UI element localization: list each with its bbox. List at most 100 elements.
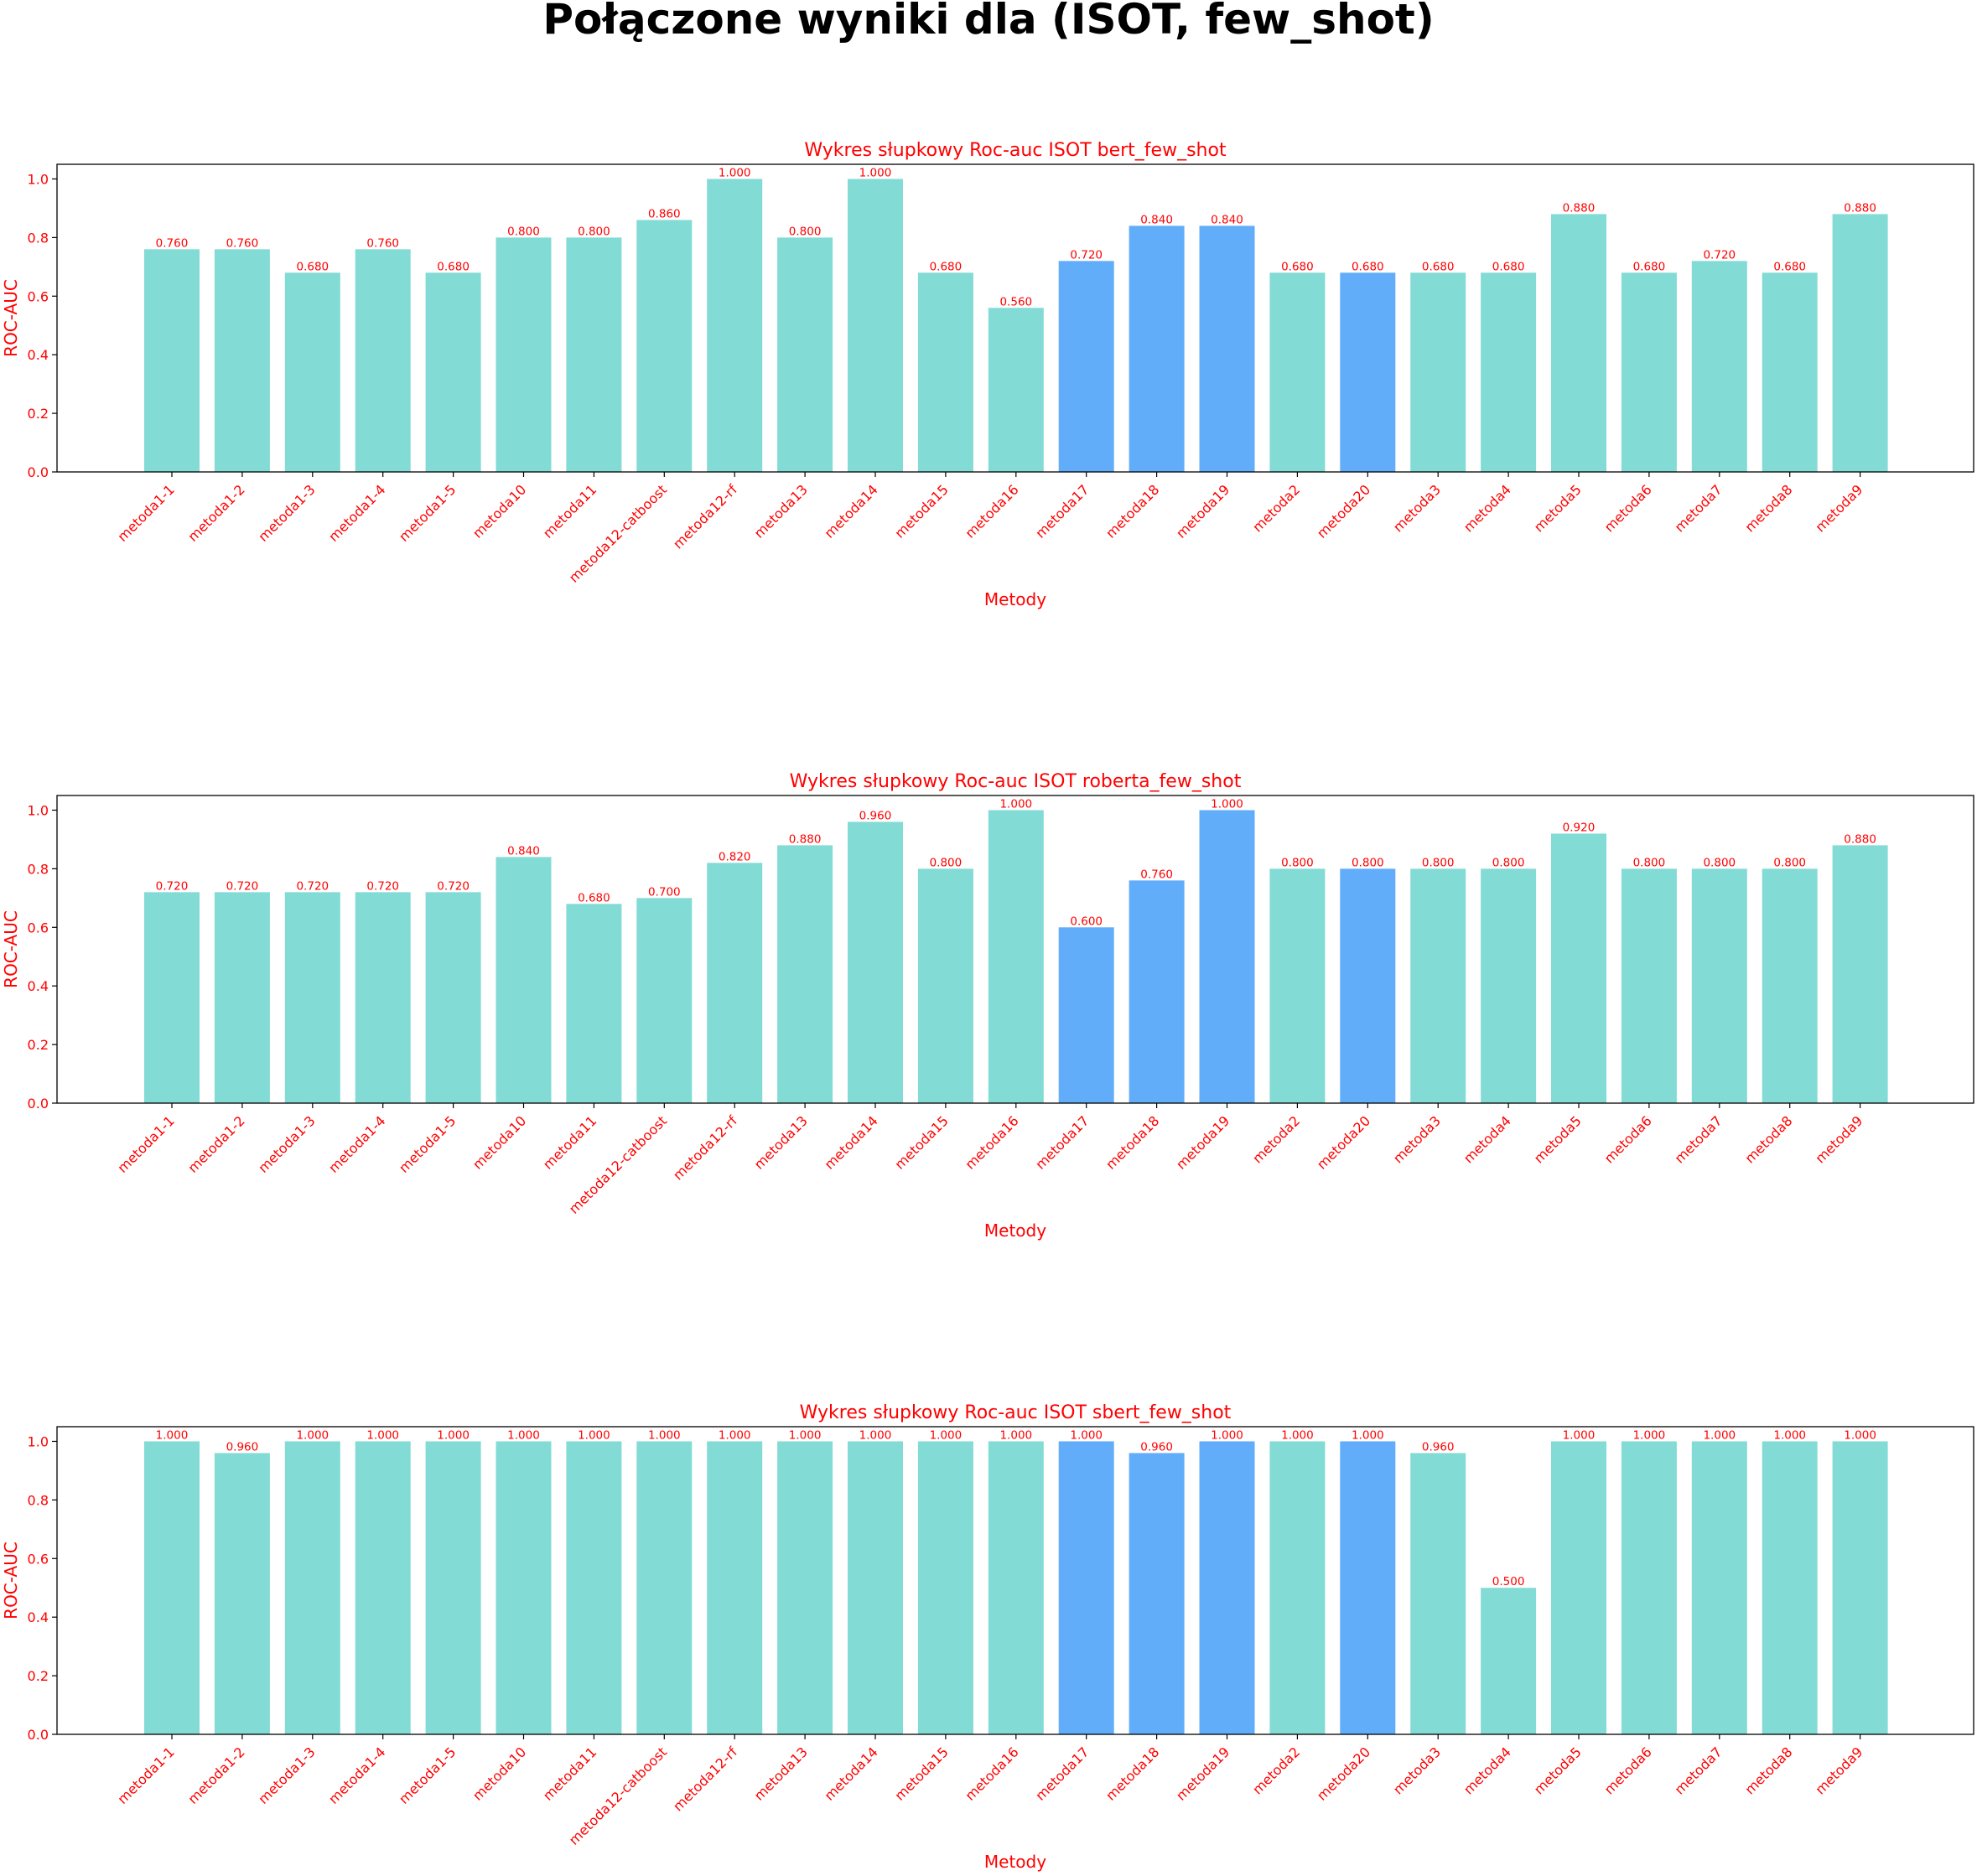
- value-label: 0.680: [578, 891, 610, 904]
- chart-title: Wykres słupkowy Roc-auc ISOT sbert_few_s…: [800, 1402, 1232, 1423]
- y-axis-label: ROC-AUC: [1, 279, 21, 357]
- x-tick-label: metoda17: [1032, 1112, 1092, 1172]
- bar-metoda1-5: [425, 1441, 481, 1734]
- value-label: 0.800: [930, 856, 963, 869]
- value-label: 0.720: [1070, 248, 1103, 262]
- value-label: 0.800: [1773, 856, 1806, 869]
- x-tick-label: metoda3: [1390, 1744, 1444, 1797]
- value-label: 0.840: [507, 844, 540, 858]
- value-label: 0.920: [1563, 821, 1596, 834]
- bar-metoda16: [988, 1441, 1044, 1734]
- value-label: 1.000: [296, 1428, 329, 1442]
- x-tick-label: metoda19: [1173, 481, 1232, 541]
- value-label: 0.720: [156, 879, 189, 893]
- x-tick-label: metoda1-4: [325, 1112, 388, 1175]
- value-label: 0.680: [1352, 260, 1384, 273]
- x-tick-label: metoda1-2: [184, 1112, 247, 1175]
- x-tick-label: metoda6: [1601, 1744, 1655, 1797]
- value-label: 0.720: [437, 879, 470, 893]
- bar-metoda8: [1762, 272, 1818, 472]
- value-label: 0.760: [1140, 868, 1173, 881]
- x-tick-label: metoda19: [1173, 1744, 1232, 1803]
- bar-chart-3: Wykres słupkowy Roc-auc ISOT sbert_few_s…: [1, 1402, 1974, 1872]
- bar-metoda13: [777, 845, 833, 1103]
- x-tick-label: metoda10: [470, 1112, 529, 1172]
- bar-metoda12-rf: [707, 1441, 763, 1734]
- y-axis-label: ROC-AUC: [1, 1542, 21, 1619]
- x-tick-label: metoda14: [822, 1112, 881, 1172]
- y-tick-label: 0.2: [28, 1668, 49, 1684]
- y-tick-label: 0.0: [28, 1727, 49, 1743]
- value-label: 1.000: [366, 1428, 399, 1442]
- x-tick-label: metoda1-5: [396, 481, 459, 544]
- x-tick-label: metoda5: [1531, 1112, 1585, 1166]
- y-tick-label: 0.4: [28, 1609, 49, 1625]
- bar-metoda5: [1551, 833, 1606, 1103]
- bar-chart-1: Wykres słupkowy Roc-auc ISOT bert_few_sh…: [1, 140, 1974, 609]
- bar-metoda20: [1340, 868, 1396, 1103]
- y-tick-label: 0.8: [28, 861, 49, 877]
- bar-metoda2: [1269, 1441, 1326, 1734]
- value-label: 0.760: [366, 236, 399, 250]
- value-label: 0.680: [437, 260, 470, 273]
- x-tick-label: metoda14: [822, 481, 881, 541]
- x-tick-label: metoda1-4: [325, 481, 388, 544]
- value-label: 1.000: [789, 1428, 822, 1442]
- x-tick-label: metoda18: [1103, 481, 1162, 541]
- bar-metoda18: [1129, 1453, 1185, 1734]
- bar-metoda1-1: [144, 1441, 200, 1734]
- y-tick-label: 0.6: [28, 288, 49, 304]
- value-label: 1.000: [1211, 797, 1243, 811]
- value-label: 0.880: [1844, 832, 1876, 846]
- bar-metoda1-5: [425, 892, 481, 1103]
- bar-metoda11: [566, 904, 622, 1103]
- value-label: 1.000: [1844, 1428, 1876, 1442]
- x-tick-label: metoda1-3: [255, 1112, 318, 1175]
- value-label: 0.960: [1140, 1440, 1173, 1454]
- x-tick-label: metoda18: [1103, 1112, 1162, 1172]
- x-tick-label: metoda18: [1103, 1744, 1162, 1803]
- value-label: 0.560: [999, 295, 1032, 308]
- bar-metoda7: [1691, 261, 1747, 472]
- x-tick-label: metoda1-4: [325, 1744, 388, 1806]
- bar-metoda2: [1269, 868, 1326, 1103]
- x-tick-label: metoda8: [1741, 481, 1795, 535]
- bar-metoda7: [1691, 1441, 1747, 1734]
- bar-metoda17: [1058, 261, 1114, 472]
- bar-metoda10: [496, 237, 552, 472]
- bar-metoda17: [1058, 927, 1114, 1103]
- value-label: 0.880: [1563, 201, 1596, 215]
- value-label: 1.000: [1703, 1428, 1736, 1442]
- bar-metoda15: [917, 1441, 973, 1734]
- bar-metoda16: [988, 308, 1044, 472]
- value-label: 0.720: [226, 879, 259, 893]
- value-label: 0.960: [1422, 1440, 1455, 1454]
- value-label: 1.000: [1352, 1428, 1384, 1442]
- x-tick-label: metoda11: [540, 481, 599, 541]
- x-tick-label: metoda1-1: [114, 481, 177, 544]
- value-label: 1.000: [648, 1428, 681, 1442]
- x-tick-label: metoda20: [1314, 1112, 1373, 1172]
- bar-metoda1-2: [214, 892, 270, 1103]
- y-tick-label: 0.0: [28, 464, 49, 480]
- x-tick-label: metoda2: [1249, 1744, 1303, 1797]
- charts-container: Wykres słupkowy Roc-auc ISOT bert_few_sh…: [1, 140, 1974, 1872]
- bar-metoda6: [1621, 272, 1677, 472]
- bar-metoda1-4: [355, 249, 411, 472]
- x-tick-label: metoda17: [1032, 481, 1092, 541]
- x-tick-label: metoda1-3: [255, 481, 318, 544]
- bar-metoda8: [1762, 1441, 1818, 1734]
- x-tick-label: metoda15: [891, 1112, 951, 1172]
- y-tick-label: 1.0: [28, 171, 49, 187]
- x-tick-label: metoda1-5: [396, 1744, 459, 1806]
- value-label: 0.760: [226, 236, 259, 250]
- bar-metoda9: [1832, 214, 1888, 472]
- bar-metoda7: [1691, 868, 1747, 1103]
- value-label: 0.800: [1422, 856, 1455, 869]
- chart-title: Wykres słupkowy Roc-auc ISOT bert_few_sh…: [804, 140, 1227, 161]
- y-tick-label: 0.2: [28, 1037, 49, 1053]
- bar-metoda6: [1621, 868, 1677, 1103]
- bar-metoda12-catboost: [636, 898, 693, 1103]
- x-tick-label: metoda10: [470, 481, 529, 541]
- bar-metoda1-1: [144, 892, 200, 1103]
